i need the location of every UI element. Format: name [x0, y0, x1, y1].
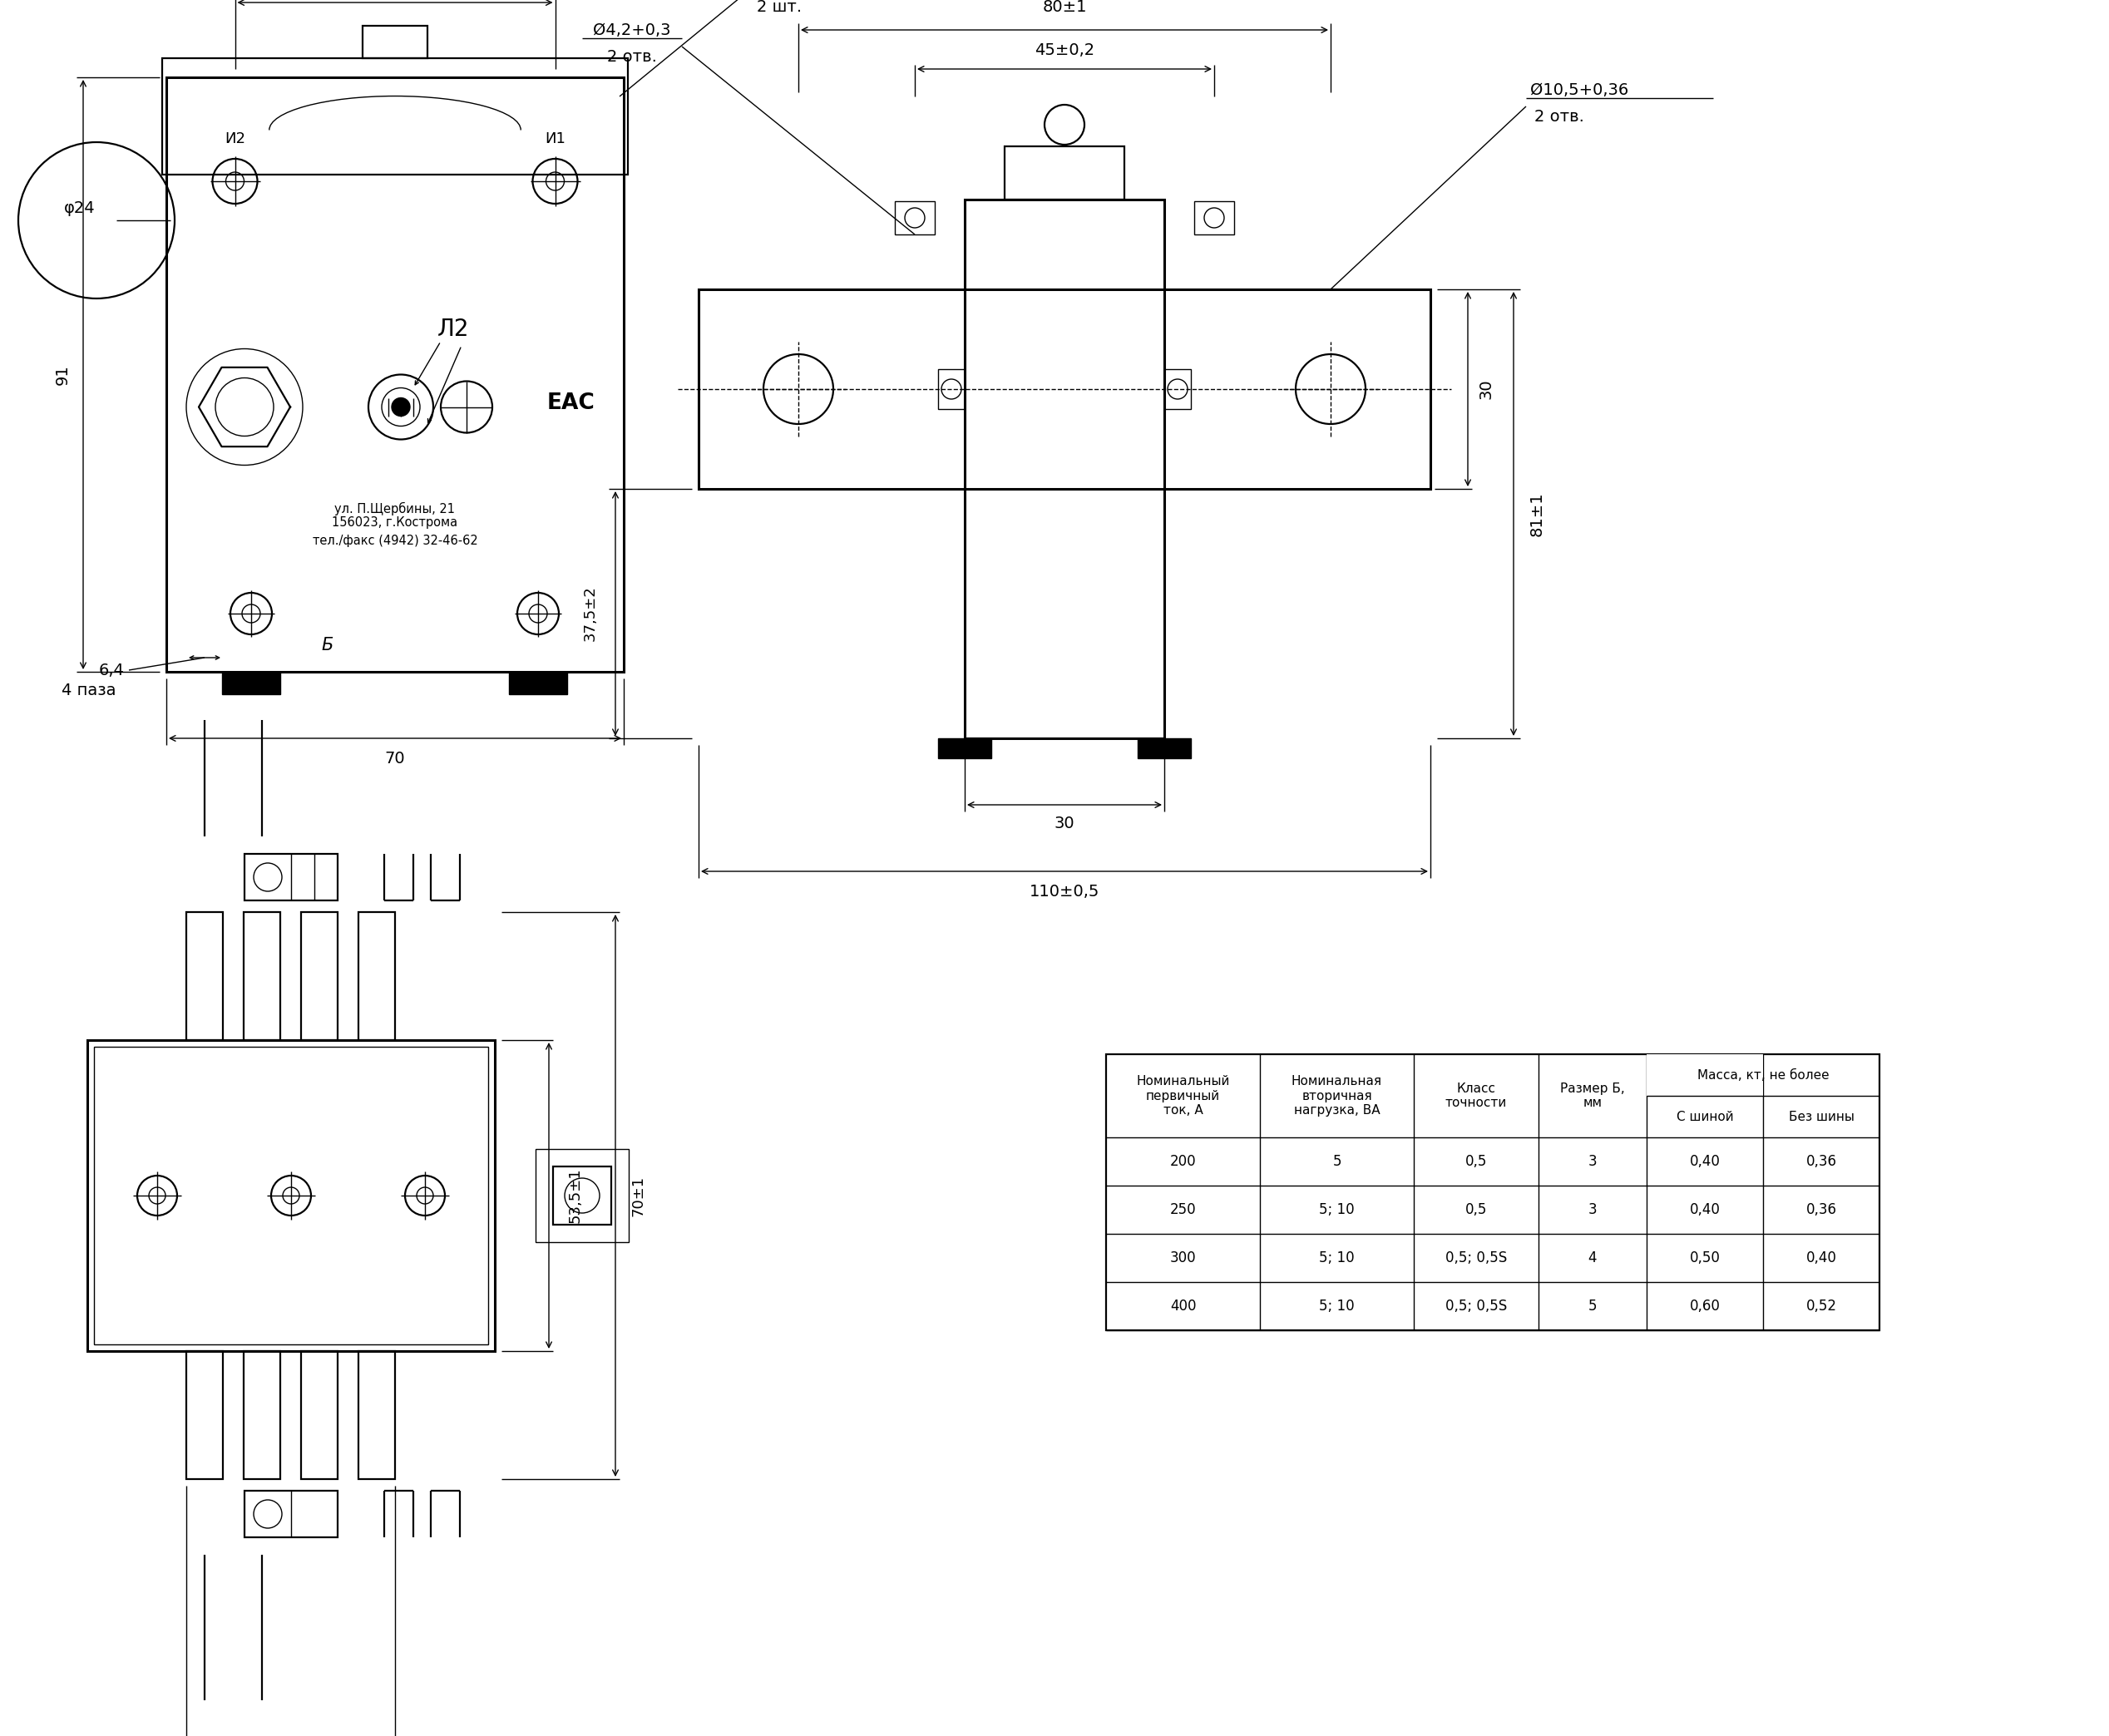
Text: 3: 3	[1588, 1203, 1597, 1217]
Text: И2: И2	[224, 132, 245, 146]
Text: Ø10,5+0,36: Ø10,5+0,36	[1531, 82, 1628, 97]
Bar	[245, 911, 280, 1040]
Bar	[1164, 370, 1192, 410]
Text: Класс
точности: Класс точности	[1445, 1082, 1508, 1109]
Text: 70: 70	[384, 752, 405, 767]
Text: Без шины: Без шины	[1788, 1111, 1854, 1123]
Text: Б: Б	[323, 637, 333, 653]
Bar	[186, 1351, 224, 1479]
Text: 6,4: 6,4	[99, 661, 124, 679]
Text: 4: 4	[1588, 1250, 1597, 1266]
Text: И1: И1	[544, 132, 565, 146]
Bar	[553, 1167, 612, 1224]
Bar	[245, 854, 337, 901]
Text: 5; 10: 5; 10	[1318, 1299, 1354, 1314]
Bar	[359, 911, 394, 1040]
Text: 0,5: 0,5	[1466, 1203, 1487, 1217]
Text: С шиной: С шиной	[1677, 1111, 1734, 1123]
Text: ЕАС: ЕАС	[548, 392, 595, 413]
Text: 0,36: 0,36	[1805, 1154, 1837, 1168]
Text: φ24: φ24	[65, 200, 95, 215]
Text: 400: 400	[1170, 1299, 1196, 1314]
Bar	[1105, 1054, 1879, 1330]
Bar	[964, 200, 1164, 738]
Text: 37,5±2: 37,5±2	[582, 585, 599, 641]
Text: 0,40: 0,40	[1805, 1250, 1837, 1266]
Text: Номинальный
первичный
ток, А: Номинальный первичный ток, А	[1137, 1075, 1230, 1116]
Text: 91: 91	[55, 365, 70, 385]
Text: 81±1: 81±1	[1529, 491, 1544, 536]
Text: 0,40: 0,40	[1689, 1154, 1721, 1168]
Bar	[1647, 1054, 1763, 1095]
Bar	[95, 1047, 487, 1344]
Circle shape	[392, 398, 409, 417]
Text: ул. П.Щербины, 21: ул. П.Щербины, 21	[335, 502, 456, 516]
Bar	[536, 1149, 628, 1243]
Text: 110±0,5: 110±0,5	[1029, 884, 1099, 899]
Bar	[359, 1351, 394, 1479]
Bar	[245, 1491, 337, 1538]
Text: 70±1: 70±1	[631, 1175, 645, 1215]
Bar	[167, 78, 624, 672]
Text: Масса, кт, не более: Масса, кт, не более	[1698, 1069, 1829, 1082]
Bar	[1004, 146, 1124, 200]
Bar	[302, 1351, 337, 1479]
Text: 2 отв.: 2 отв.	[607, 49, 656, 64]
Text: Размер Б,
мм: Размер Б, мм	[1561, 1082, 1624, 1109]
Text: 80±1: 80±1	[1042, 0, 1086, 14]
Text: 45±0,2: 45±0,2	[1036, 43, 1095, 59]
Bar	[894, 201, 934, 234]
Bar	[86, 1040, 496, 1351]
Text: 0,52: 0,52	[1805, 1299, 1837, 1314]
Text: 5; 10: 5; 10	[1318, 1203, 1354, 1217]
Text: 30: 30	[1478, 378, 1493, 399]
Text: 4 паза: 4 паза	[61, 682, 116, 700]
Text: Номинальная
вторичная
нагрузка, ВА: Номинальная вторичная нагрузка, ВА	[1291, 1075, 1381, 1116]
Text: 5: 5	[1333, 1154, 1341, 1168]
Bar	[698, 290, 1430, 490]
Bar	[939, 738, 991, 759]
Bar	[245, 1351, 280, 1479]
Text: 5; 10: 5; 10	[1318, 1250, 1354, 1266]
Text: Ø4,2+0,3: Ø4,2+0,3	[593, 23, 671, 38]
Bar	[1137, 738, 1192, 759]
Text: 0,36: 0,36	[1805, 1203, 1837, 1217]
Text: 156023, г.Кострома: 156023, г.Кострома	[333, 516, 458, 528]
Bar	[221, 672, 280, 694]
Text: 250: 250	[1170, 1203, 1196, 1217]
Text: 2 шт.: 2 шт.	[757, 0, 801, 14]
Bar	[1194, 201, 1234, 234]
Text: 0,60: 0,60	[1689, 1299, 1721, 1314]
Text: 300: 300	[1170, 1250, 1196, 1266]
Text: 5: 5	[1588, 1299, 1597, 1314]
Text: 200: 200	[1170, 1154, 1196, 1168]
Text: 53,5±1: 53,5±1	[567, 1168, 582, 1224]
Bar	[939, 370, 964, 410]
Text: 0,50: 0,50	[1689, 1250, 1721, 1266]
Text: 3: 3	[1588, 1154, 1597, 1168]
Text: 2 отв.: 2 отв.	[1535, 108, 1584, 125]
Bar	[363, 26, 428, 59]
Bar	[186, 911, 224, 1040]
Text: 0,5: 0,5	[1466, 1154, 1487, 1168]
Text: Л2: Л2	[437, 318, 468, 340]
Text: тел./факс (4942) 32-46-62: тел./факс (4942) 32-46-62	[312, 535, 477, 547]
Text: 0,5; 0,5S: 0,5; 0,5S	[1445, 1299, 1508, 1314]
Bar	[162, 59, 628, 175]
Text: 0,40: 0,40	[1689, 1203, 1721, 1217]
Text: 30: 30	[1054, 816, 1076, 832]
Bar	[508, 672, 567, 694]
Bar	[302, 911, 337, 1040]
Text: 0,5; 0,5S: 0,5; 0,5S	[1445, 1250, 1508, 1266]
